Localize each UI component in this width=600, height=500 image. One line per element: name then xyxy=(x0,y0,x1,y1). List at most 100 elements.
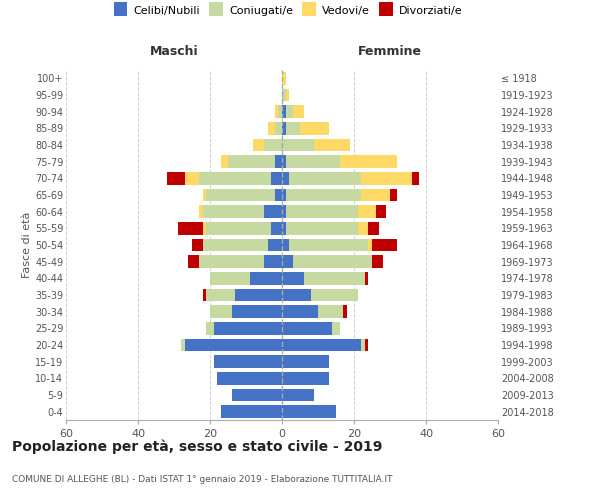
Bar xyxy=(232,306,282,318)
Bar xyxy=(372,256,383,268)
Y-axis label: Fasce di età: Fasce di età xyxy=(22,212,32,278)
Bar xyxy=(282,206,286,218)
Bar xyxy=(221,156,228,168)
Text: Femmine: Femmine xyxy=(358,46,422,59)
Bar xyxy=(264,256,282,268)
Bar xyxy=(206,289,235,301)
Bar xyxy=(286,106,293,118)
Bar xyxy=(203,206,264,218)
Bar xyxy=(181,339,185,351)
Bar xyxy=(282,356,329,368)
Bar xyxy=(293,256,372,268)
Bar xyxy=(282,406,336,418)
Bar xyxy=(282,239,289,251)
Bar xyxy=(289,239,368,251)
Bar xyxy=(282,272,304,284)
Bar xyxy=(253,138,264,151)
Bar xyxy=(282,138,314,151)
Bar xyxy=(282,372,329,384)
Bar xyxy=(282,289,311,301)
Legend: Celibi/Nubili, Coniugati/e, Vedovi/e, Divorziati/e: Celibi/Nubili, Coniugati/e, Vedovi/e, Di… xyxy=(113,6,463,16)
Bar xyxy=(203,239,268,251)
Bar xyxy=(368,222,379,234)
Bar xyxy=(293,106,304,118)
Bar xyxy=(210,272,250,284)
Bar xyxy=(217,372,282,384)
Bar xyxy=(264,206,282,218)
Bar xyxy=(210,306,232,318)
Bar xyxy=(332,322,340,334)
Bar xyxy=(228,156,275,168)
Bar xyxy=(365,272,368,284)
Bar xyxy=(275,188,282,201)
Bar xyxy=(206,222,271,234)
Bar xyxy=(282,389,314,401)
Bar xyxy=(286,89,289,101)
Bar xyxy=(300,122,329,134)
Bar xyxy=(390,188,397,201)
Bar xyxy=(361,172,412,184)
Bar xyxy=(358,206,376,218)
Bar xyxy=(282,172,289,184)
Bar xyxy=(286,222,358,234)
Bar xyxy=(282,322,332,334)
Bar xyxy=(340,156,397,168)
Bar xyxy=(372,239,397,251)
Bar xyxy=(361,188,390,201)
Bar xyxy=(343,306,347,318)
Bar xyxy=(286,206,358,218)
Bar xyxy=(278,106,282,118)
Bar xyxy=(286,122,300,134)
Bar xyxy=(282,122,286,134)
Bar xyxy=(185,172,199,184)
Bar xyxy=(282,339,361,351)
Bar xyxy=(368,239,372,251)
Bar xyxy=(264,138,282,151)
Bar xyxy=(376,206,386,218)
Bar xyxy=(235,289,282,301)
Bar xyxy=(318,306,343,318)
Bar xyxy=(199,206,203,218)
Bar xyxy=(275,106,278,118)
Bar xyxy=(271,222,282,234)
Bar xyxy=(361,339,365,351)
Bar xyxy=(232,389,282,401)
Bar xyxy=(282,222,286,234)
Bar xyxy=(268,239,282,251)
Bar xyxy=(206,188,275,201)
Bar xyxy=(221,406,282,418)
Bar xyxy=(185,339,282,351)
Bar xyxy=(282,72,286,85)
Bar xyxy=(282,188,286,201)
Bar xyxy=(282,156,286,168)
Bar xyxy=(282,256,293,268)
Bar xyxy=(268,122,275,134)
Text: Popolazione per età, sesso e stato civile - 2019: Popolazione per età, sesso e stato civil… xyxy=(12,440,382,454)
Bar xyxy=(167,172,185,184)
Bar xyxy=(250,272,282,284)
Bar xyxy=(412,172,419,184)
Bar xyxy=(282,106,286,118)
Bar xyxy=(192,239,203,251)
Bar xyxy=(203,188,206,201)
Bar xyxy=(314,138,350,151)
Bar xyxy=(365,339,368,351)
Bar xyxy=(275,156,282,168)
Bar xyxy=(286,156,340,168)
Bar xyxy=(199,172,271,184)
Bar xyxy=(199,256,264,268)
Bar xyxy=(206,322,214,334)
Bar xyxy=(311,289,358,301)
Bar xyxy=(286,188,361,201)
Bar xyxy=(271,172,282,184)
Bar xyxy=(188,256,199,268)
Bar xyxy=(214,322,282,334)
Bar xyxy=(275,122,282,134)
Text: Maschi: Maschi xyxy=(149,46,199,59)
Bar xyxy=(203,289,206,301)
Bar xyxy=(304,272,365,284)
Bar xyxy=(178,222,203,234)
Bar xyxy=(214,356,282,368)
Bar xyxy=(282,89,286,101)
Text: COMUNE DI ALLEGHE (BL) - Dati ISTAT 1° gennaio 2019 - Elaborazione TUTTITALIA.IT: COMUNE DI ALLEGHE (BL) - Dati ISTAT 1° g… xyxy=(12,475,392,484)
